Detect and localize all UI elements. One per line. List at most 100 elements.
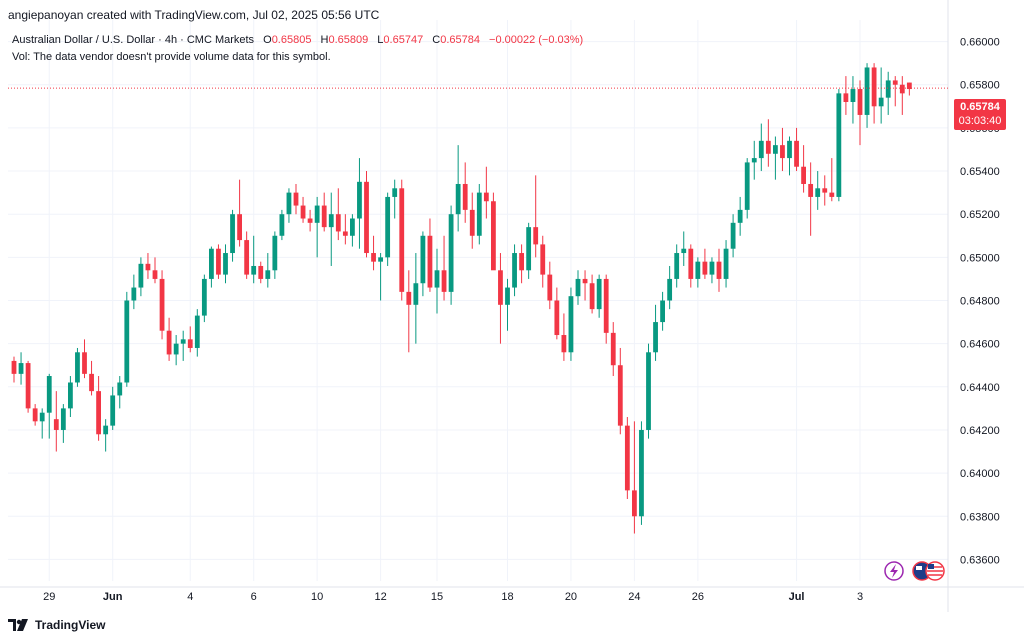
time-tick-label: 6 — [251, 591, 257, 603]
candle — [730, 214, 736, 258]
candle — [265, 253, 271, 288]
candle — [371, 235, 376, 271]
candle — [420, 231, 426, 297]
candle — [173, 335, 179, 366]
candle — [476, 183, 482, 245]
candle — [582, 270, 588, 301]
candle — [469, 192, 475, 249]
close-value: 0.65784 — [440, 34, 480, 46]
candle — [491, 192, 496, 271]
tradingview-logo-icon — [8, 619, 28, 631]
candle — [568, 287, 574, 361]
price-tick-label: 0.66000 — [960, 37, 1000, 49]
tradingview-logo[interactable]: TradingView — [8, 618, 105, 632]
candle-body — [632, 490, 637, 517]
candle-body — [279, 214, 285, 236]
candle — [709, 257, 715, 284]
candle-body — [420, 235, 426, 284]
candle-body — [11, 360, 17, 374]
candle-body — [159, 278, 165, 331]
candle-body — [286, 192, 292, 215]
candle — [632, 421, 637, 534]
candle — [498, 253, 503, 344]
time-tick-label: Jul — [789, 591, 805, 603]
candle-body — [892, 80, 898, 85]
candle — [639, 421, 644, 525]
price-tick-label: 0.65400 — [960, 166, 1000, 178]
candle — [801, 145, 806, 193]
candle — [25, 360, 31, 413]
candle — [378, 253, 383, 301]
time-axis[interactable]: 29 Jun 4 6 10 12 15 18 20 24 26 Jul 3 — [43, 591, 863, 603]
candle — [399, 179, 405, 301]
candle-body — [512, 253, 517, 288]
candle — [427, 218, 433, 292]
candle-body — [110, 395, 116, 426]
candle — [293, 183, 299, 215]
candle-body — [730, 222, 736, 249]
candle — [18, 352, 24, 385]
time-tick-label: 18 — [501, 591, 513, 603]
candle-body — [857, 89, 863, 115]
candle — [307, 209, 313, 232]
candle — [737, 196, 743, 236]
candle-body — [723, 248, 729, 279]
candle — [646, 343, 651, 439]
candle-body — [265, 270, 271, 279]
candle — [857, 80, 863, 146]
close-label: C — [432, 34, 441, 46]
candle — [152, 257, 158, 284]
candle — [117, 376, 123, 409]
candle-body — [674, 253, 680, 279]
price-tick-label: 0.65800 — [960, 80, 1000, 92]
candle-body — [843, 93, 849, 102]
us-flag-icon[interactable] — [925, 561, 945, 581]
candle — [667, 265, 673, 310]
candle — [46, 373, 52, 439]
candle-body — [60, 408, 66, 430]
last-price-value: 0.65784 — [960, 101, 1000, 113]
candle — [11, 356, 17, 383]
candle-body — [773, 145, 778, 154]
candle-body — [75, 352, 80, 383]
time-tick-label: 29 — [43, 591, 55, 603]
time-tick-label: 10 — [311, 591, 323, 603]
candle — [653, 304, 658, 361]
candle-body — [801, 166, 806, 184]
candle — [561, 313, 567, 361]
candle — [885, 71, 891, 115]
candle — [39, 408, 45, 439]
candle — [321, 192, 327, 232]
price-tick-label: 0.64400 — [960, 382, 1000, 394]
candle-body — [885, 80, 891, 98]
candle-body — [441, 270, 447, 292]
candle — [314, 196, 320, 258]
candle-body — [131, 287, 137, 301]
candle — [272, 231, 278, 279]
candle-body — [519, 253, 524, 271]
candle — [773, 136, 778, 180]
candle-body — [342, 231, 348, 236]
candle — [533, 175, 539, 258]
candle — [716, 248, 722, 292]
candle-body — [187, 339, 193, 348]
lightning-icon[interactable] — [884, 561, 904, 581]
candle-body — [505, 287, 510, 305]
candle-body — [462, 183, 468, 210]
candle — [808, 162, 814, 236]
candle — [787, 136, 792, 176]
candle — [829, 158, 835, 202]
candle-body — [413, 283, 419, 305]
candle-body — [293, 192, 299, 206]
candle — [744, 158, 750, 219]
candle-body — [850, 89, 856, 102]
candle-body — [744, 162, 750, 210]
symbol-name[interactable]: Australian Dollar / U.S. Dollar · 4h · C… — [12, 34, 255, 46]
candle — [794, 127, 799, 172]
candle — [624, 417, 630, 500]
candle — [674, 244, 680, 288]
candle-body — [469, 209, 475, 236]
candle — [843, 76, 849, 115]
candle-body — [667, 278, 673, 301]
